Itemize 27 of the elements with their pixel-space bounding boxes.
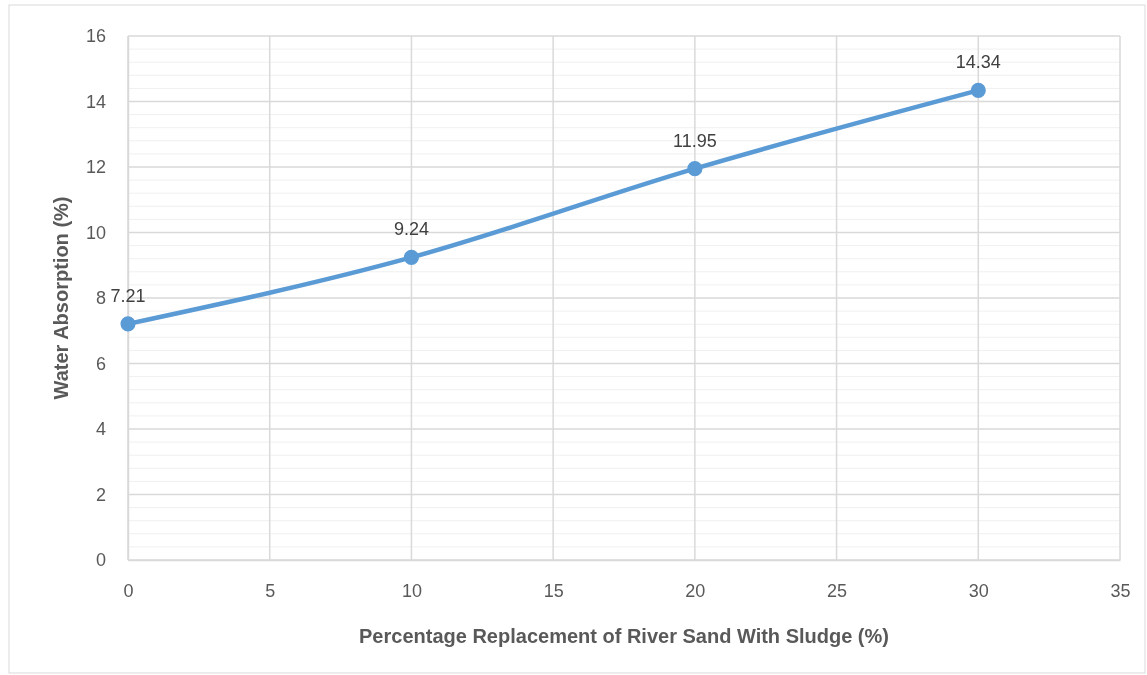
x-axis-title: Percentage Replacement of River Sand With Sludge (%): [359, 625, 889, 647]
y-tick-label: 6: [95, 353, 106, 374]
y-tick-label: 2: [95, 484, 106, 505]
x-tick-label: 25: [827, 580, 848, 601]
y-tick-label: 10: [85, 222, 106, 243]
point: [687, 161, 703, 177]
x-tick-label: 35: [1110, 580, 1131, 601]
x-tick-label: 10: [401, 580, 422, 601]
data-label: 9.24: [393, 219, 429, 240]
x-tick-label: 20: [685, 580, 706, 601]
point: [120, 316, 136, 332]
point: [970, 82, 986, 98]
y-axis-title: Water Absorption (%): [50, 196, 72, 400]
y-tick-label: 8: [95, 288, 106, 309]
y-tick-label: 0: [95, 550, 106, 571]
x-tick-label: 5: [265, 580, 276, 601]
y-tick-label: 12: [85, 157, 106, 178]
y-tick-label: 4: [95, 419, 106, 440]
x-tick-label: 15: [543, 580, 564, 601]
data-label: 7.21: [110, 285, 146, 306]
x-tick-label: 0: [123, 580, 134, 601]
data-label: 11.95: [673, 130, 717, 151]
x-tick-label: 30: [968, 580, 989, 601]
point: [403, 249, 419, 265]
y-tick-label: 16: [85, 26, 106, 47]
y-tick-label: 14: [85, 91, 106, 112]
data-label: 14.34: [955, 52, 1001, 73]
